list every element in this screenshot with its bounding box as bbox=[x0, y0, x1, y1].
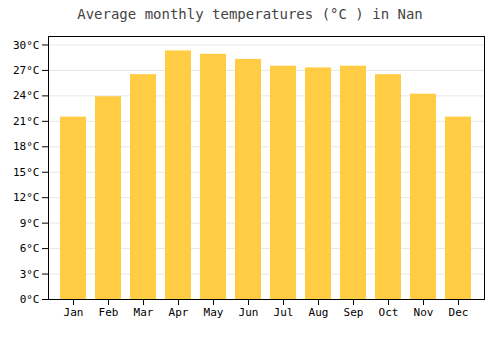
svg-text:3°C: 3°C bbox=[20, 268, 40, 281]
svg-text:Aug: Aug bbox=[309, 306, 329, 319]
svg-text:Sep: Sep bbox=[344, 306, 364, 319]
svg-text:30°C: 30°C bbox=[13, 39, 40, 52]
svg-text:Dec: Dec bbox=[449, 306, 469, 319]
svg-text:May: May bbox=[204, 306, 224, 319]
svg-text:18°C: 18°C bbox=[13, 140, 40, 153]
svg-text:15°C: 15°C bbox=[13, 166, 40, 179]
svg-text:Apr: Apr bbox=[169, 306, 189, 319]
svg-text:Jun: Jun bbox=[239, 306, 259, 319]
svg-text:21°C: 21°C bbox=[13, 115, 40, 128]
svg-text:Feb: Feb bbox=[99, 306, 119, 319]
svg-text:0°C: 0°C bbox=[20, 293, 40, 306]
svg-text:Oct: Oct bbox=[379, 306, 399, 319]
svg-text:Jul: Jul bbox=[274, 306, 294, 319]
html-text:Average monthly temperatures (: Average monthly temperatures (°C ) in Na… bbox=[77, 6, 423, 22]
svg-text:Jan: Jan bbox=[64, 306, 84, 319]
svg-text:Mar: Mar bbox=[134, 306, 154, 319]
svg-text:12°C: 12°C bbox=[13, 191, 40, 204]
svg-text:24°C: 24°C bbox=[13, 89, 40, 102]
svg-text:27°C: 27°C bbox=[13, 64, 40, 77]
svg-text:6°C: 6°C bbox=[20, 242, 40, 255]
svg-text:9°C: 9°C bbox=[20, 217, 40, 230]
svg-text:Nov: Nov bbox=[414, 306, 434, 319]
